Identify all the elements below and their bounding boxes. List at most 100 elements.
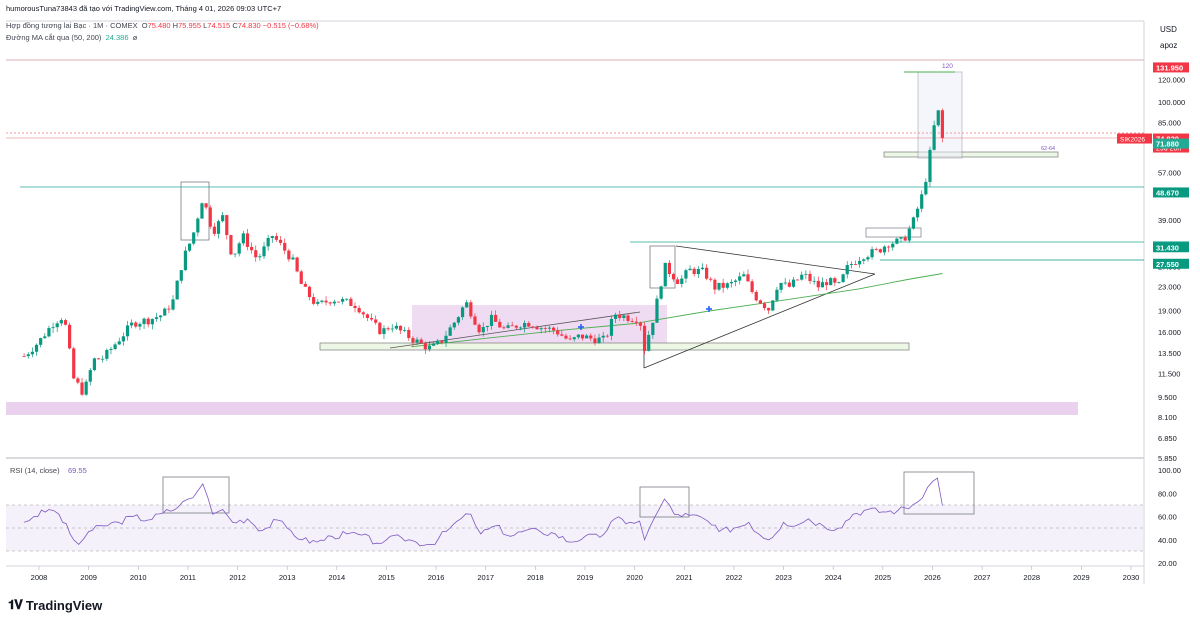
candle-body[interactable] — [775, 289, 779, 301]
candle-body[interactable] — [229, 235, 233, 255]
candle-body[interactable] — [403, 329, 407, 331]
candle-body[interactable] — [440, 340, 444, 343]
candle-body[interactable] — [771, 300, 775, 311]
candle-body[interactable] — [121, 336, 125, 342]
candle-body[interactable] — [394, 325, 398, 329]
candle-body[interactable] — [601, 335, 605, 338]
candle-body[interactable] — [489, 314, 494, 326]
candle-body[interactable] — [47, 328, 51, 337]
candle-body[interactable] — [845, 265, 849, 275]
candle-body[interactable] — [320, 300, 324, 302]
candle-body[interactable] — [551, 327, 556, 331]
candle-body[interactable] — [386, 328, 390, 330]
candle-body[interactable] — [812, 280, 816, 282]
candle-body[interactable] — [171, 299, 175, 310]
candle-body[interactable] — [680, 278, 684, 284]
candle-body[interactable] — [432, 343, 436, 346]
candle-body[interactable] — [328, 302, 332, 304]
peak-box-2026[interactable] — [917, 71, 963, 159]
candle-body[interactable] — [55, 323, 59, 328]
candle-body[interactable] — [481, 327, 485, 333]
candle-body[interactable] — [336, 301, 341, 303]
candle-body[interactable] — [216, 221, 221, 234]
candle-body[interactable] — [113, 344, 117, 349]
candle-body[interactable] — [659, 286, 663, 299]
candle-body[interactable] — [514, 325, 518, 328]
candle-body[interactable] — [709, 278, 713, 280]
candle-body[interactable] — [729, 281, 734, 284]
candle-body[interactable] — [895, 238, 899, 244]
triangle-lower-line[interactable] — [643, 273, 876, 369]
candle-body[interactable] — [502, 327, 506, 329]
candle-body[interactable] — [187, 243, 192, 251]
candle-body[interactable] — [580, 334, 585, 339]
candle-body[interactable] — [175, 280, 179, 300]
candle-body[interactable] — [833, 278, 837, 283]
candle-body[interactable] — [568, 338, 572, 340]
candle-body[interactable] — [518, 327, 523, 329]
time-axis-ticks[interactable]: 2008 2009 2010 2011 2012 2013 2014 2015 2016 2017… — [31, 566, 1140, 582]
rsi-box-2020[interactable] — [639, 486, 690, 518]
candle-body[interactable] — [125, 325, 130, 337]
currency-label[interactable]: USD — [1160, 25, 1177, 34]
symbol-name[interactable]: Hợp đồng tương lai Bạc · 1M · COMEX — [6, 21, 138, 30]
candle-body[interactable] — [369, 317, 374, 320]
candle-body[interactable] — [767, 308, 771, 311]
candle-body[interactable] — [738, 276, 742, 281]
candle-body[interactable] — [436, 340, 440, 344]
candle-body[interactable] — [543, 328, 547, 330]
candle-body[interactable] — [671, 273, 676, 280]
candle-body[interactable] — [593, 338, 597, 344]
candle-body[interactable] — [634, 321, 638, 323]
candle-body[interactable] — [506, 325, 510, 328]
breakout-box[interactable] — [865, 227, 922, 238]
candle-body[interactable] — [841, 274, 845, 283]
candle-body[interactable] — [804, 273, 808, 275]
candle-body[interactable] — [932, 125, 936, 150]
candle-body[interactable] — [585, 335, 589, 339]
candle-body[interactable] — [899, 237, 903, 239]
candle-body[interactable] — [510, 325, 514, 327]
candle-body[interactable] — [274, 236, 279, 240]
candle-body[interactable] — [465, 302, 469, 308]
candle-body[interactable] — [427, 345, 432, 350]
candle-body[interactable] — [303, 283, 307, 287]
peak-box-2020[interactable] — [649, 245, 676, 289]
rsi-box-2026[interactable] — [903, 471, 975, 515]
candle-body[interactable] — [630, 320, 634, 322]
candle-body[interactable] — [258, 256, 262, 258]
candle-body[interactable] — [874, 249, 878, 250]
candle-body[interactable] — [837, 282, 841, 283]
candle-body[interactable] — [353, 305, 357, 309]
candle-body[interactable] — [853, 264, 858, 265]
candle-body[interactable] — [758, 300, 762, 304]
candle-body[interactable] — [862, 259, 866, 261]
candle-body[interactable] — [907, 228, 911, 241]
candle-body[interactable] — [142, 318, 146, 325]
candle-body[interactable] — [796, 279, 800, 281]
candle-body[interactable] — [415, 339, 419, 343]
candle-body[interactable] — [225, 215, 229, 236]
candle-body[interactable] — [34, 344, 39, 352]
peak-box-2011[interactable] — [180, 181, 210, 241]
candle-body[interactable] — [936, 110, 940, 126]
candle-body[interactable] — [849, 264, 853, 266]
candle-series[interactable] — [22, 108, 944, 396]
candle-body[interactable] — [477, 324, 481, 333]
candle-body[interactable] — [382, 328, 386, 335]
candle-body[interactable] — [564, 335, 568, 339]
candle-body[interactable] — [212, 226, 216, 234]
candle-body[interactable] — [448, 327, 452, 336]
candle-body[interactable] — [154, 317, 159, 319]
candle-body[interactable] — [307, 286, 312, 298]
candle-body[interactable] — [556, 330, 560, 335]
candle-body[interactable] — [717, 282, 721, 290]
candle-body[interactable] — [237, 243, 241, 254]
candle-body[interactable] — [494, 314, 498, 322]
candle-body[interactable] — [59, 320, 63, 324]
candle-body[interactable] — [349, 298, 353, 306]
candle-body[interactable] — [622, 315, 626, 318]
candle-body[interactable] — [858, 260, 862, 265]
candle-body[interactable] — [444, 335, 448, 343]
candle-body[interactable] — [423, 343, 427, 350]
